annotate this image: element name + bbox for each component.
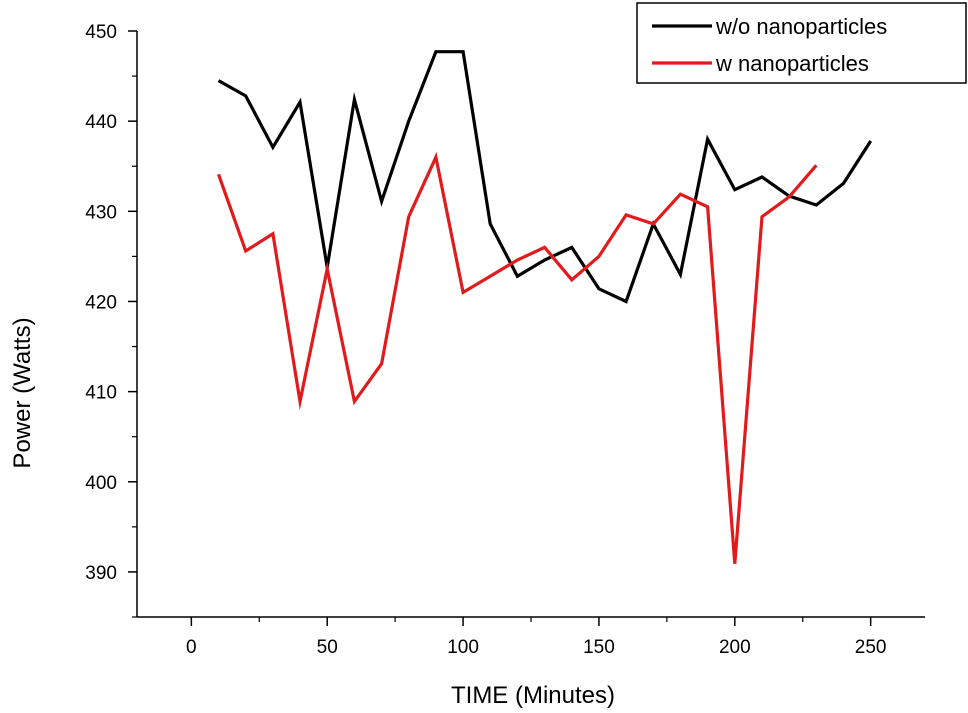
legend: w/o nanoparticles w nanoparticles — [636, 2, 967, 84]
x-axis-title: TIME (Minutes) — [451, 682, 615, 709]
y-tick-label: 400 — [85, 473, 117, 494]
x-tick-label: 0 — [186, 637, 197, 658]
legend-label: w nanoparticles — [715, 51, 869, 76]
axes — [136, 31, 925, 618]
x-tick-label: 200 — [719, 637, 751, 658]
series-line-with-nanoparticles — [216, 152, 818, 564]
legend-box — [636, 2, 967, 84]
y-tick-label: 410 — [85, 383, 117, 404]
legend-label: w/o nanoparticles — [715, 14, 887, 39]
ticks: 0 50 100 150 200 250 390 400 410 420 430 440 450 — [85, 22, 886, 658]
y-tick-label: 440 — [85, 112, 117, 133]
y-axis-title: Power (Watts) — [9, 317, 36, 468]
series-lines — [216, 50, 873, 564]
series-line-without-nanoparticles — [217, 50, 873, 304]
y-tick-label: 450 — [85, 22, 117, 43]
y-tick-label: 390 — [85, 563, 117, 584]
y-tick-label: 420 — [85, 292, 117, 313]
x-tick-label: 250 — [855, 637, 887, 658]
y-tick-label: 430 — [85, 202, 117, 223]
x-tick-label: 150 — [583, 637, 615, 658]
x-tick-label: 100 — [447, 637, 479, 658]
x-tick-label: 50 — [317, 637, 338, 658]
